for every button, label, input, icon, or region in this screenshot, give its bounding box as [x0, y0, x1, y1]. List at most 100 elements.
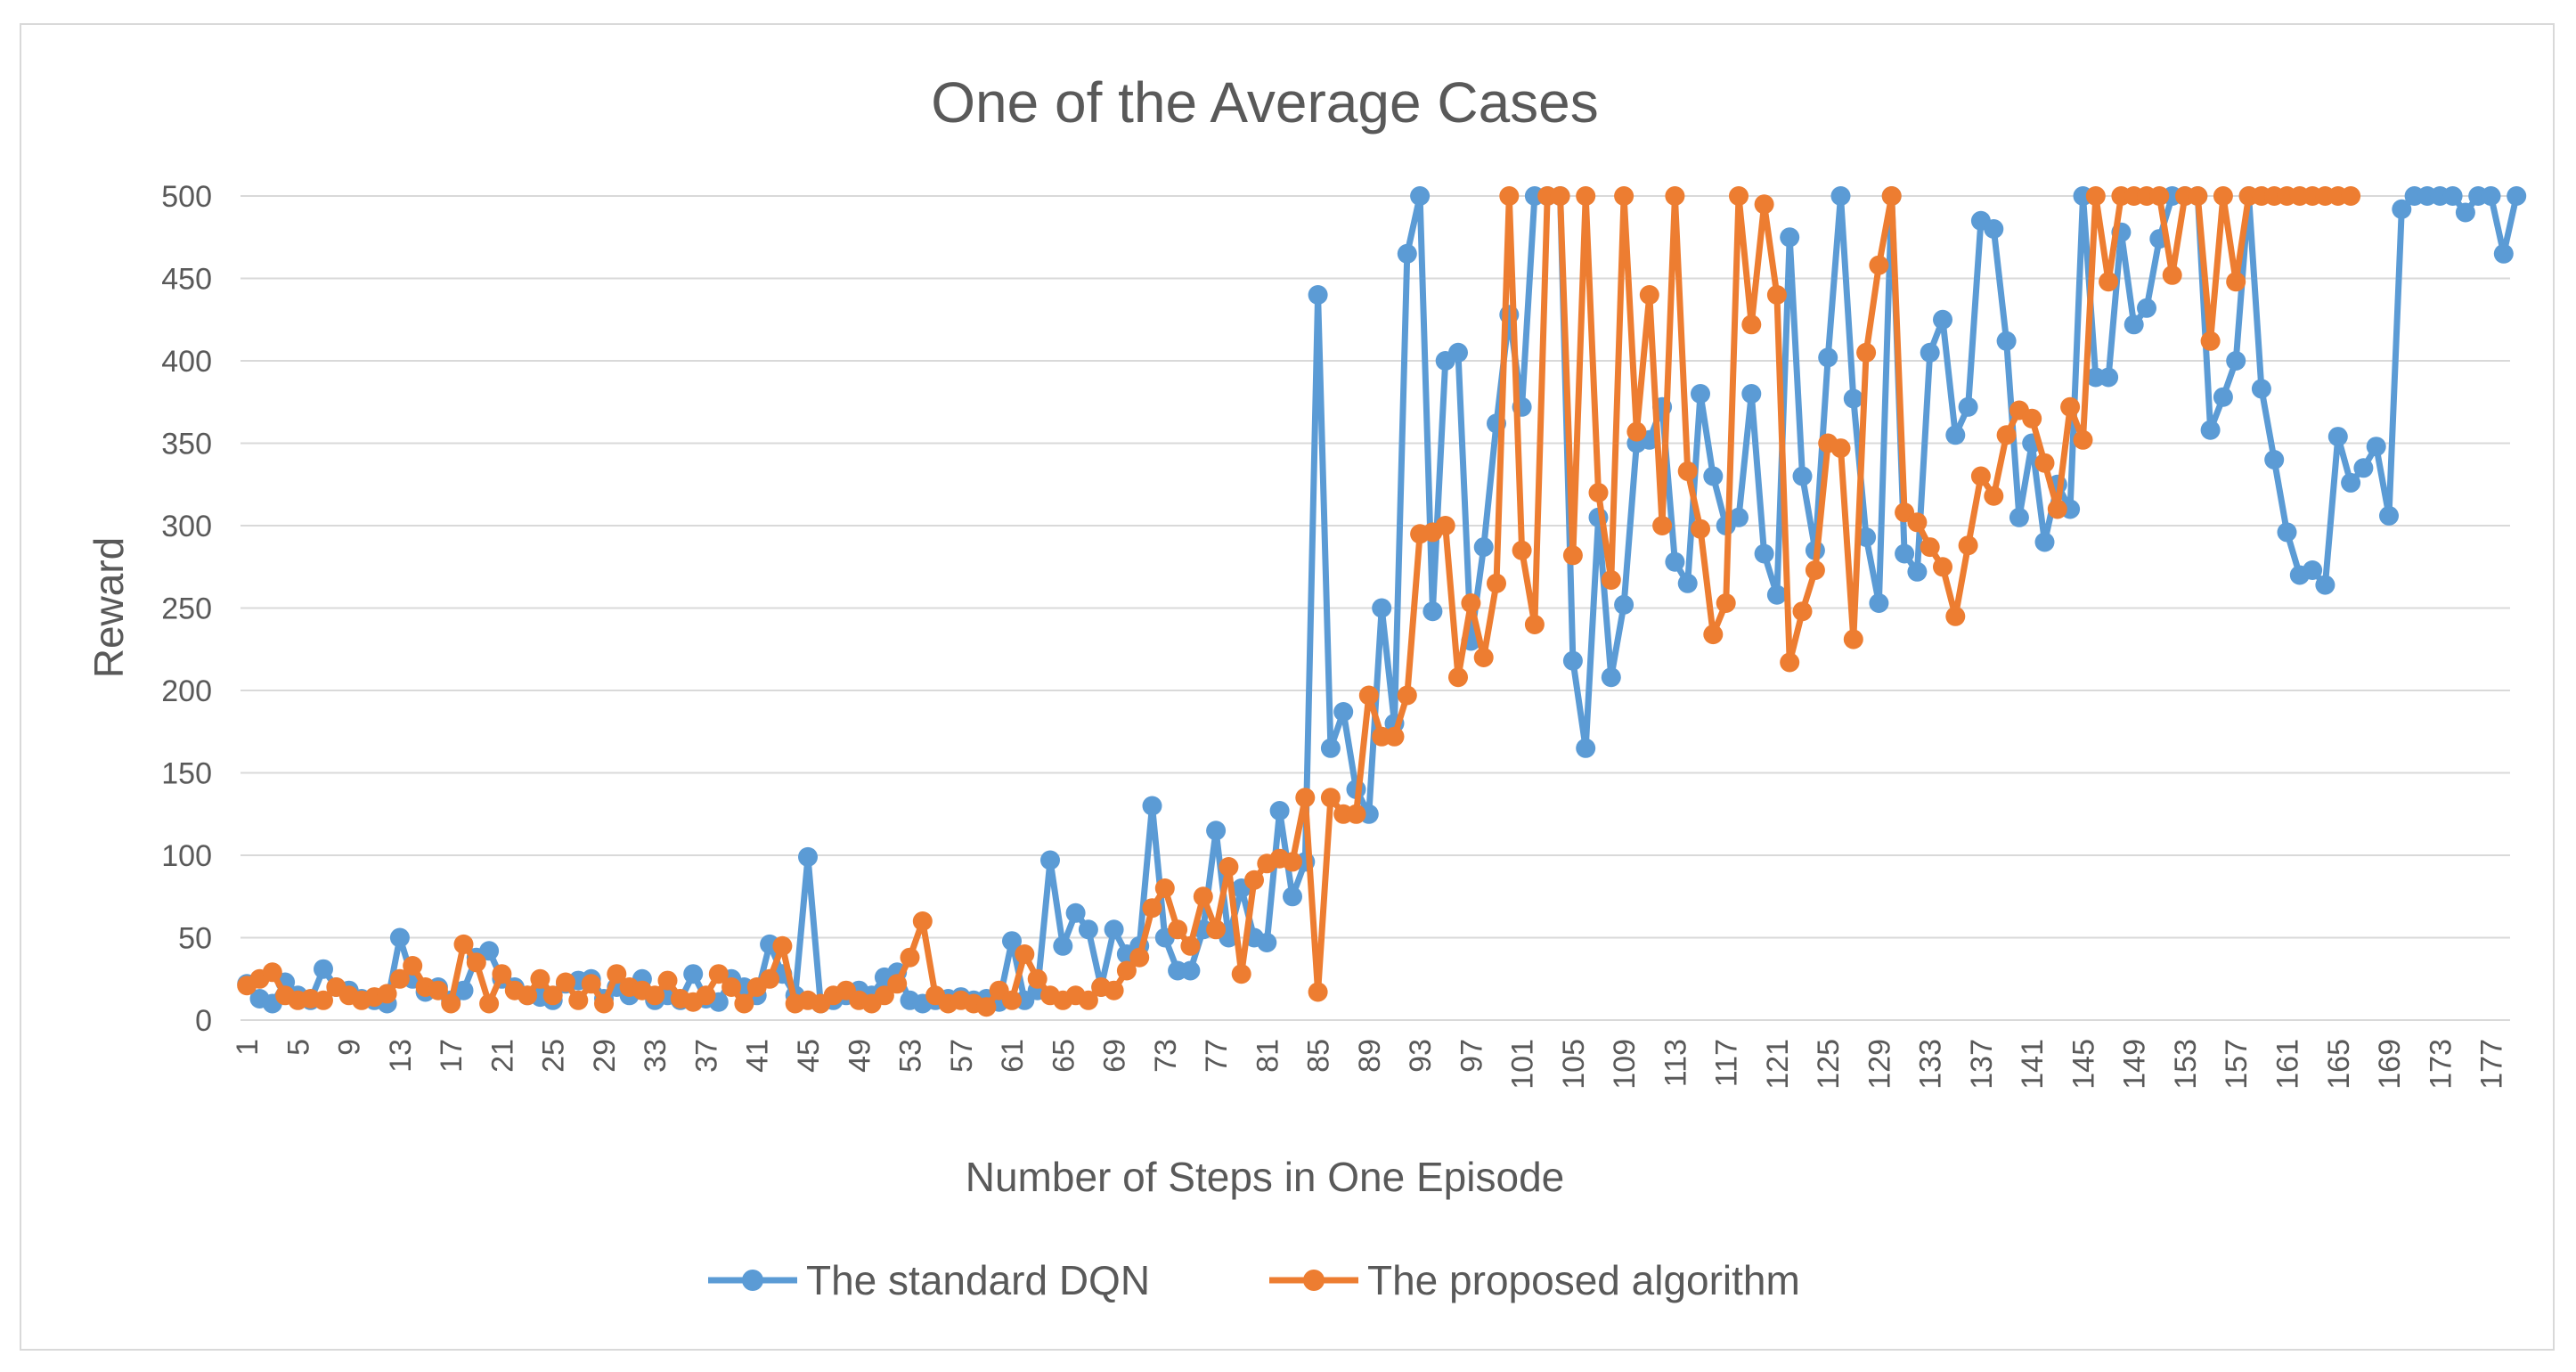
data-point — [1576, 186, 1596, 206]
data-point — [1333, 702, 1354, 722]
data-point — [1792, 466, 1813, 486]
data-point — [798, 846, 818, 867]
data-point — [1780, 227, 1800, 248]
data-point — [2022, 408, 2042, 429]
data-point — [1780, 652, 1800, 673]
data-point — [2392, 199, 2412, 219]
data-point — [607, 964, 627, 984]
data-point — [428, 980, 448, 1000]
x-tick-label: 69 — [1098, 1039, 1132, 1073]
y-axis-ticks: 0 50 100 150 200 250 300 350 400 450 500 — [161, 180, 212, 1038]
data-point — [2034, 532, 2055, 552]
x-tick-label: 41 — [741, 1039, 775, 1073]
y-tick-label: 400 — [161, 345, 212, 379]
data-point — [1907, 512, 1928, 533]
y-tick-label: 500 — [161, 180, 212, 214]
data-point — [2009, 507, 2029, 527]
x-tick-label: 97 — [1455, 1039, 1488, 1073]
data-point — [1154, 878, 1175, 898]
data-point — [1741, 384, 1762, 404]
data-point — [1550, 186, 1570, 206]
series-layer — [237, 186, 2527, 1017]
data-point — [1180, 960, 1201, 981]
data-point — [1665, 186, 1685, 206]
data-point — [1512, 540, 1532, 560]
data-point — [1053, 935, 1073, 956]
data-point — [1358, 685, 1379, 706]
data-point — [2327, 427, 2348, 447]
data-point — [2315, 575, 2336, 595]
data-point — [1346, 804, 1366, 824]
y-tick-label: 450 — [161, 263, 212, 297]
data-point — [1384, 726, 1405, 747]
series-line — [245, 192, 2352, 1010]
data-point — [2213, 186, 2233, 206]
data-point — [453, 980, 474, 1000]
x-tick-label: 141 — [2016, 1039, 2050, 1090]
x-tick-label: 113 — [1659, 1039, 1692, 1087]
data-point — [1830, 438, 1851, 459]
data-point — [530, 968, 550, 989]
data-point — [262, 962, 282, 983]
data-point — [1830, 186, 1851, 206]
y-tick-label: 150 — [161, 757, 212, 791]
legend-label: The proposed algorithm — [1367, 1257, 1800, 1303]
data-point — [1933, 309, 1952, 330]
data-point — [2085, 186, 2106, 206]
data-point — [1639, 285, 1659, 305]
data-point — [1843, 629, 1863, 649]
data-point — [1703, 625, 1724, 645]
data-point — [1002, 990, 1022, 1010]
data-point — [874, 985, 894, 1006]
data-point — [2226, 272, 2246, 292]
data-point — [1142, 796, 1162, 816]
x-tick-label: 33 — [639, 1039, 673, 1073]
data-point — [1970, 466, 1991, 486]
data-point — [912, 911, 933, 931]
data-point — [1104, 980, 1124, 1000]
data-point — [1487, 573, 1506, 593]
data-point — [900, 947, 920, 968]
data-point — [2303, 560, 2323, 580]
x-tick-label: 161 — [2270, 1039, 2304, 1090]
data-point — [1244, 870, 1264, 890]
data-point — [1562, 545, 1583, 566]
data-point — [1881, 186, 1902, 206]
x-tick-label: 177 — [2475, 1039, 2509, 1090]
data-point — [1729, 186, 1749, 206]
data-point — [1843, 388, 1863, 409]
data-point — [1308, 285, 1328, 305]
data-point — [581, 974, 601, 994]
data-point — [2379, 505, 2399, 526]
data-point — [1818, 347, 1838, 368]
x-tick-label: 121 — [1761, 1039, 1795, 1090]
data-point — [479, 993, 500, 1014]
x-tick-label: 169 — [2373, 1039, 2407, 1090]
data-point — [1180, 935, 1201, 956]
data-point — [377, 984, 397, 1004]
data-point — [734, 993, 754, 1014]
data-point — [1219, 857, 1239, 877]
legend-label: The standard DQN — [806, 1257, 1150, 1303]
data-point — [1320, 738, 1341, 758]
data-point — [1129, 947, 1150, 968]
data-point — [2493, 243, 2514, 264]
data-point — [1372, 598, 1392, 618]
data-point — [1078, 919, 1098, 940]
x-tick-label: 1 — [231, 1039, 265, 1056]
series-2 — [237, 186, 2361, 1017]
data-point — [1754, 194, 1774, 215]
y-tick-label: 300 — [161, 510, 212, 543]
data-point — [1907, 561, 1928, 582]
data-point — [1856, 342, 1877, 363]
y-tick-label: 350 — [161, 428, 212, 461]
data-point — [1984, 219, 2004, 239]
data-point — [721, 977, 742, 997]
data-point — [389, 968, 410, 989]
y-tick-label: 100 — [161, 839, 212, 873]
data-point — [1741, 314, 1762, 335]
data-point — [1601, 667, 1621, 688]
x-tick-label: 105 — [1557, 1039, 1591, 1090]
data-point — [2341, 472, 2361, 493]
